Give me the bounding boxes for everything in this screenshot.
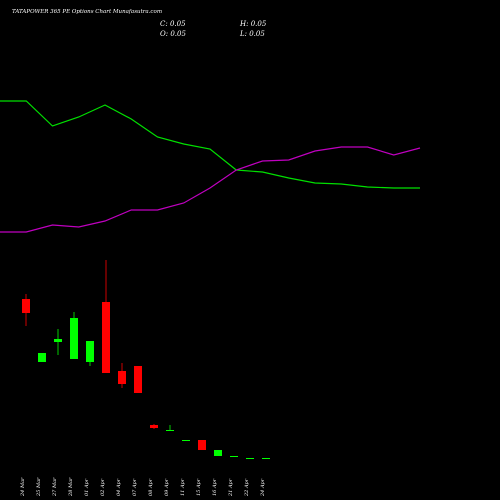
line	[0, 146, 421, 233]
candle-body	[86, 341, 94, 362]
x-tick-label: 27 Mar	[52, 477, 58, 497]
x-tick-label: 22 Apr	[244, 478, 250, 497]
x-tick-label: 24 Apr	[260, 478, 266, 497]
x-tick-label: 24 Mar	[20, 477, 26, 497]
candle-body	[214, 450, 222, 456]
x-tick-label: 15 Apr	[196, 478, 202, 496]
info-open: O: 0.05	[160, 30, 186, 38]
candle-body	[182, 440, 190, 441]
x-tick-label: 21 Apr	[228, 478, 234, 497]
candle-body	[198, 440, 206, 450]
x-tick-label: 07 Apr	[132, 478, 138, 496]
candle-body	[134, 366, 142, 393]
x-tick-label: 04 Apr	[116, 478, 122, 496]
info-low: L: 0.05	[239, 30, 265, 38]
candle-body	[246, 458, 254, 459]
x-tick-label: 11 Apr	[180, 478, 186, 496]
x-tick-label: 01 Apr	[84, 478, 90, 496]
x-tick-label: 16 Apr	[212, 478, 218, 496]
candle-body	[230, 456, 238, 457]
x-tick-label: 25 Mar	[36, 477, 42, 497]
candle-body	[150, 425, 158, 428]
x-tick-label: 08 Apr	[148, 478, 154, 496]
line	[0, 100, 420, 189]
candle-body	[102, 302, 110, 373]
x-tick-label: 09 Apr	[164, 478, 170, 496]
candle-body	[54, 339, 62, 342]
candle-body	[38, 353, 46, 362]
candle-body	[166, 430, 174, 431]
x-tick-label: 28 Mar	[68, 477, 74, 497]
candle-body	[22, 299, 30, 313]
candle-body	[70, 318, 78, 359]
candle-body	[262, 458, 270, 459]
info-close: C: 0.05	[160, 20, 186, 28]
chart-title: TATAPOWER 365 PE Options Chart Munafasut…	[12, 9, 162, 15]
info-high: H: 0.05	[239, 20, 267, 28]
candle-body	[118, 371, 126, 384]
x-tick-label: 02 Apr	[100, 478, 106, 496]
